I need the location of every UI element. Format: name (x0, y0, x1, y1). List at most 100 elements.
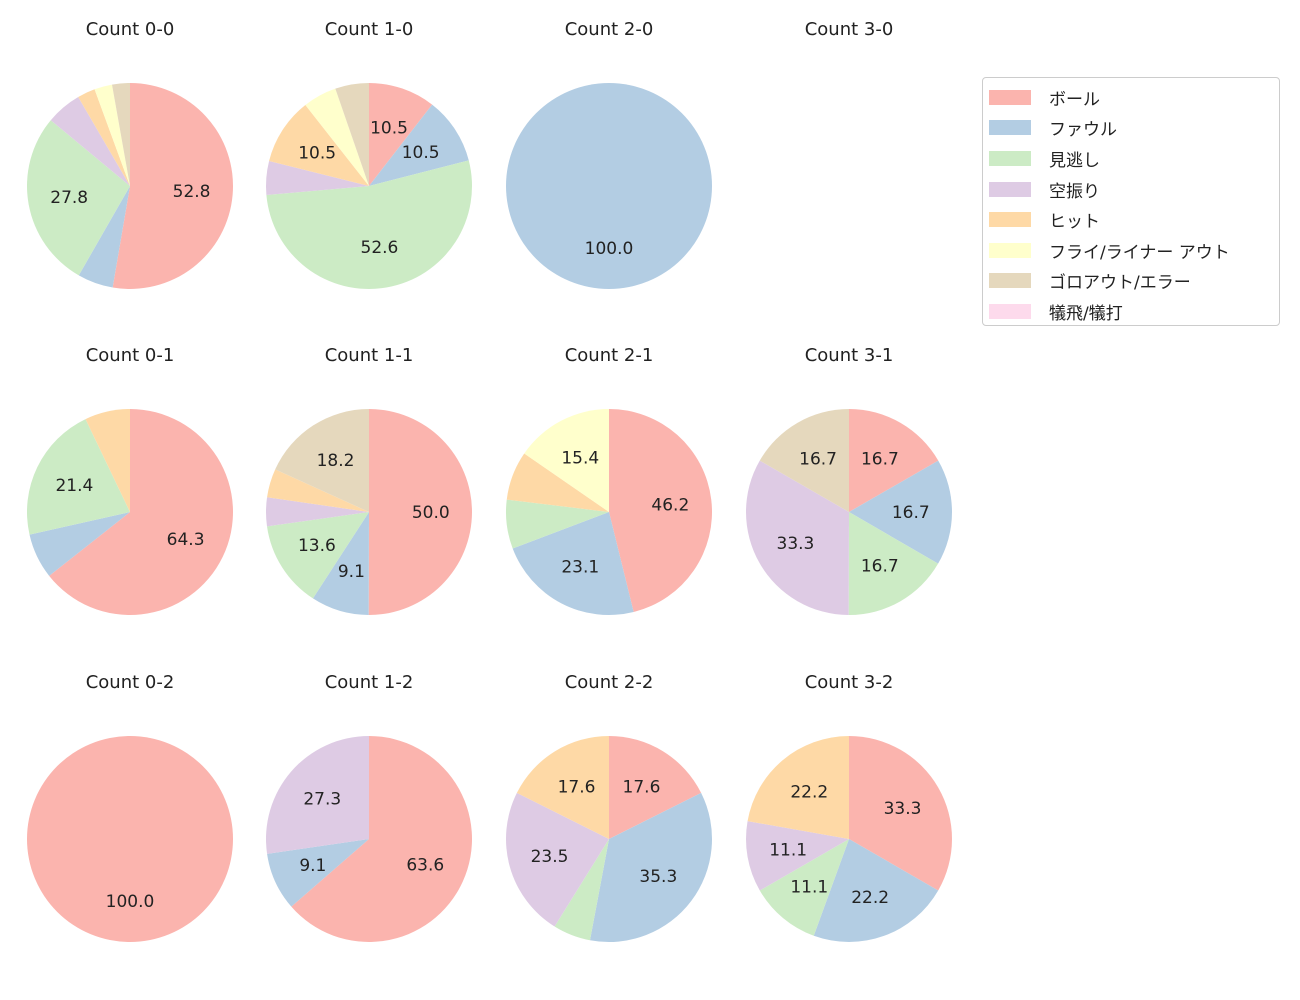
legend-label: 見逃し (1049, 150, 1100, 171)
legend-swatch (989, 303, 1031, 319)
pie-slice (267, 512, 369, 599)
legend-item: ゴロアウト/エラー (989, 266, 1279, 297)
legend-label: ヒット (1049, 212, 1100, 233)
slice-label: 64.3 (167, 530, 205, 550)
pie-title: Count 3-0 (805, 19, 894, 40)
pie-slice (746, 821, 849, 891)
slice-label: 52.6 (361, 238, 399, 258)
legend-label: ファウル (1049, 120, 1117, 141)
legend-swatch (989, 242, 1031, 258)
slice-label: 52.8 (173, 182, 211, 202)
legend-swatch (989, 150, 1031, 166)
legend-label: フライ/ライナー アウト (1049, 242, 1230, 263)
slice-label: 17.6 (558, 777, 596, 797)
pie-slice (266, 736, 369, 854)
pie-slice (512, 512, 634, 615)
pie-slice (112, 83, 130, 186)
pie-slice (265, 161, 369, 196)
slice-label: 16.7 (799, 449, 837, 469)
slice-label: 100.0 (585, 239, 634, 259)
slice-label: 21.4 (55, 476, 93, 496)
legend-item: 見逃し (989, 143, 1279, 174)
legend-item: ヒット (989, 204, 1279, 235)
legend-item: 犠飛/犠打 (989, 296, 1279, 327)
slice-label: 27.8 (50, 188, 88, 208)
pie-slice (589, 792, 712, 942)
pie-slice (291, 736, 472, 943)
pie-title: Count 0-1 (86, 345, 175, 366)
slice-label: 46.2 (651, 496, 689, 516)
pie-slice (78, 89, 130, 186)
legend-swatch (989, 273, 1031, 289)
pie-slice (26, 419, 130, 535)
slice-label: 23.1 (561, 558, 599, 578)
slice-label: 11.1 (769, 841, 807, 861)
legend-item: ファウル (989, 113, 1279, 144)
slice-label: 10.5 (370, 119, 408, 139)
pie-slice (29, 512, 130, 576)
legend-swatch (989, 212, 1031, 228)
slice-label: 10.5 (402, 143, 440, 163)
slice-label: 11.1 (790, 877, 828, 897)
slice-label: 63.6 (406, 856, 444, 876)
pie-slice (78, 186, 130, 288)
slice-label: 9.1 (299, 856, 326, 876)
slice-label: 15.4 (561, 448, 599, 468)
pie-slice (27, 736, 233, 942)
slice-label: 9.1 (338, 562, 365, 582)
slice-label: 100.0 (106, 892, 155, 912)
slice-label: 18.2 (317, 451, 355, 471)
pie-slice (369, 104, 469, 186)
pie-slice (524, 409, 609, 512)
pie-slice (813, 839, 939, 942)
pie-title: Count 2-2 (565, 672, 654, 693)
pie-title: Count 3-2 (805, 672, 894, 693)
pie-slice (516, 736, 609, 839)
legend-label: ボール (1049, 89, 1100, 110)
pie-title: Count 0-2 (86, 672, 175, 693)
legend-label: ゴロアウト/エラー (1049, 273, 1191, 294)
legend-item: ボール (989, 82, 1279, 113)
slice-label: 16.7 (861, 557, 899, 577)
pie-title: Count 2-1 (565, 345, 654, 366)
pie-slice (312, 512, 369, 615)
pie-title: Count 1-0 (325, 19, 414, 40)
legend-swatch (989, 120, 1031, 136)
pie-slice (266, 160, 472, 289)
pie-slice (609, 736, 702, 839)
pie-slice (506, 83, 712, 289)
pie-slice (848, 512, 939, 615)
pie-slice (305, 88, 369, 186)
pie-slice (85, 409, 130, 512)
legend-swatch (989, 181, 1031, 197)
pie-slice (269, 105, 369, 186)
pie-slice (849, 460, 952, 564)
slice-label: 13.6 (298, 536, 336, 556)
pie-title: Count 1-1 (325, 345, 414, 366)
pie-slice (368, 409, 472, 615)
pie-slice (609, 409, 713, 613)
pie-title: Count 1-2 (325, 672, 414, 693)
legend: ボール ファウル 見逃し 空振り ヒット フライ/ライナー アウト ゴロアウト/エラー 犠飛/… (982, 77, 1280, 326)
slice-label: 50.0 (412, 503, 450, 523)
pie-slice (267, 469, 369, 512)
pie-slice (506, 792, 609, 927)
pie-slice (369, 83, 433, 186)
slice-label: 16.7 (892, 503, 930, 523)
pie-slice (747, 736, 849, 839)
slice-label: 22.2 (790, 783, 828, 803)
pie-title: Count 3-1 (805, 345, 894, 366)
legend-item: フライ/ライナー アウト (989, 235, 1279, 266)
pie-slice (267, 839, 369, 907)
pie-slice (849, 409, 939, 512)
pie-slice (554, 839, 609, 941)
slice-label: 35.3 (639, 867, 677, 887)
pie-slice (759, 409, 849, 512)
pie-slice (506, 453, 609, 512)
legend-label: 犠飛/犠打 (1049, 303, 1123, 324)
slice-label: 33.3 (884, 799, 922, 819)
pie-title: Count 2-0 (565, 19, 654, 40)
pie-title: Count 0-0 (86, 19, 175, 40)
